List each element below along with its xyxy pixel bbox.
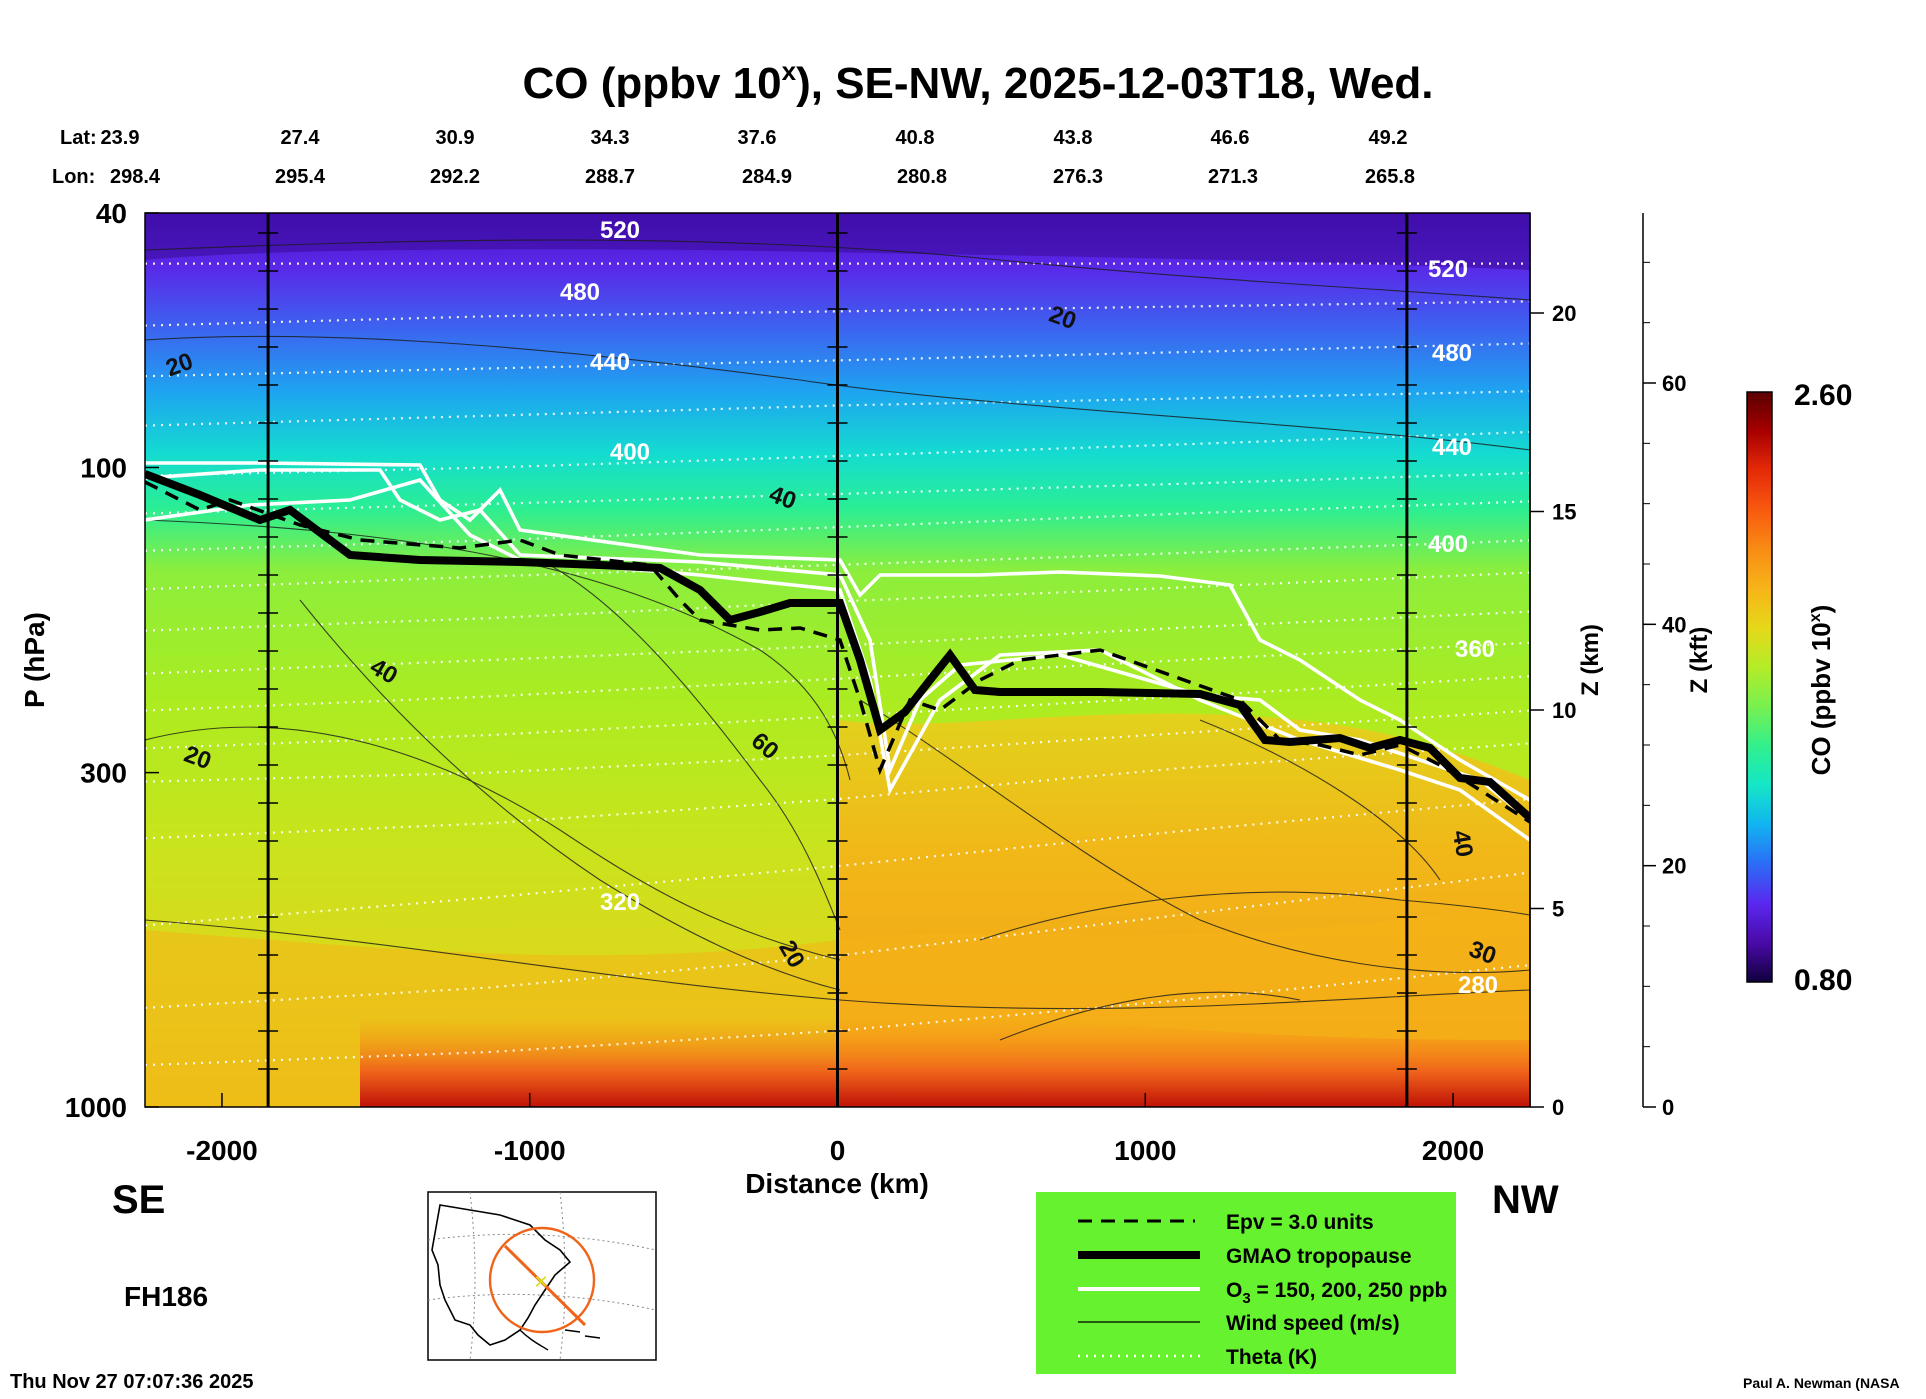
lat-value: 46.6 [1211, 127, 1250, 149]
y-tick-label: 300 [80, 758, 127, 789]
x-tick-label: -1000 [494, 1135, 566, 1166]
lon-value: 276.3 [1053, 166, 1103, 188]
lon-value: 271.3 [1208, 166, 1258, 188]
colorbar-max-label: 2.60 [1794, 379, 1852, 412]
lon-value: 295.4 [275, 166, 326, 188]
colorbar-title: CO (ppbv 10x) [1806, 605, 1836, 776]
colorbar [1746, 391, 1773, 983]
x-tick-label: 0 [830, 1135, 846, 1166]
wind-contour [145, 335, 1530, 451]
legend-ozone-label: O3 = 150, 200, 250 ppb [1226, 1279, 1447, 1307]
svg-text:✕: ✕ [533, 1272, 548, 1292]
wind-contour [299, 599, 841, 991]
lon-value: 298.4 [110, 166, 161, 188]
lat-value: 37.6 [738, 127, 777, 149]
lon-value: 265.8 [1365, 166, 1415, 188]
theta-contour-label: 280 [1458, 972, 1498, 999]
lat-header-label: Lat: [60, 127, 97, 149]
wind-contour [999, 991, 1301, 1041]
colorbar-min-label: 0.80 [1794, 964, 1852, 997]
lat-value: 23.9 [101, 127, 140, 149]
y-tick-label: 100 [80, 452, 127, 483]
forecast-hour: FH186 [124, 1281, 208, 1312]
theta-contour-label: 440 [590, 349, 630, 376]
timestamp: Thu Nov 27 07:07:36 2025 [10, 1371, 253, 1393]
lon-value: 292.2 [430, 166, 480, 188]
x-tick-label: -2000 [186, 1135, 258, 1166]
legend: Epv = 3.0 units GMAO tropopause O3 = 150… [1036, 1192, 1456, 1374]
lat-value: 49.2 [1369, 127, 1408, 149]
z-kft-axis-title: Z (kft) [1686, 627, 1713, 694]
theta-contour-label: 480 [1432, 340, 1472, 367]
legend-theta-label: Theta (K) [1226, 1346, 1317, 1369]
lat-value: 34.3 [591, 127, 630, 149]
nw-label: NW [1492, 1178, 1559, 1222]
z-km-tick-label: 0 [1552, 1095, 1564, 1120]
chart-title: CO (ppbv 10x), SE-NW, 2025-12-03T18, Wed… [522, 56, 1433, 108]
theta-contour-label: 520 [600, 217, 640, 244]
lat-value: 30.9 [436, 127, 475, 149]
epv-line [145, 480, 1530, 824]
ozone-contour [145, 461, 1530, 802]
theta-contour-label: 400 [1428, 531, 1468, 558]
theta-contour-label: 440 [1432, 434, 1472, 461]
lat-value: 43.8 [1054, 127, 1093, 149]
section-map-inset: ✕ [427, 1191, 657, 1361]
legend-epv-label: Epv = 3.0 units [1226, 1211, 1374, 1234]
z-kft-tick-label: 60 [1662, 371, 1686, 396]
theta-contour-label: 400 [610, 439, 650, 466]
z-km-tick-label: 15 [1552, 500, 1576, 525]
lon-value: 288.7 [585, 166, 635, 188]
x-tick-label: 2000 [1422, 1135, 1484, 1166]
wind-contour [1199, 719, 1441, 881]
y-tick-label: 40 [96, 198, 127, 229]
z-km-tick-label: 10 [1552, 698, 1576, 723]
legend-tropopause-label: GMAO tropopause [1226, 1245, 1412, 1268]
lon-value: 284.9 [742, 166, 792, 188]
z-km-tick-label: 5 [1552, 897, 1564, 922]
theta-contour-label: 360 [1455, 636, 1495, 663]
wind-contour [539, 559, 841, 931]
z-km-tick-label: 20 [1552, 301, 1576, 326]
se-label: SE [112, 1178, 165, 1222]
z-km-axis-title: Z (km) [1577, 624, 1604, 696]
legend-wind-label: Wind speed (m/s) [1226, 1312, 1400, 1335]
wind-contour [859, 699, 1530, 974]
z-kft-tick-label: 40 [1662, 612, 1686, 637]
lat-value: 27.4 [281, 127, 321, 149]
lat-value: 40.8 [896, 127, 935, 149]
wind-contour-label: 40 [1447, 828, 1478, 859]
z-kft-tick-label: 20 [1662, 854, 1686, 879]
theta-contour-label: 520 [1428, 256, 1468, 283]
credit: Paul A. Newman (NASA [1743, 1375, 1900, 1391]
x-axis-title: Distance (km) [745, 1168, 929, 1199]
theta-contour-label: 320 [600, 889, 640, 916]
lon-header-label: Lon: [52, 166, 95, 188]
wind-contour [145, 919, 1530, 1010]
wind-contour [979, 891, 1530, 941]
tropopause-line [145, 470, 1530, 821]
x-tick-label: 1000 [1114, 1135, 1176, 1166]
z-kft-tick-label: 0 [1662, 1095, 1674, 1120]
theta-contour-label: 480 [560, 279, 600, 306]
wind-contour [145, 239, 1530, 301]
y-axis-title: P (hPa) [19, 612, 50, 708]
y-tick-label: 1000 [65, 1092, 127, 1123]
lon-value: 280.8 [897, 166, 947, 188]
wind-contour [145, 726, 841, 961]
